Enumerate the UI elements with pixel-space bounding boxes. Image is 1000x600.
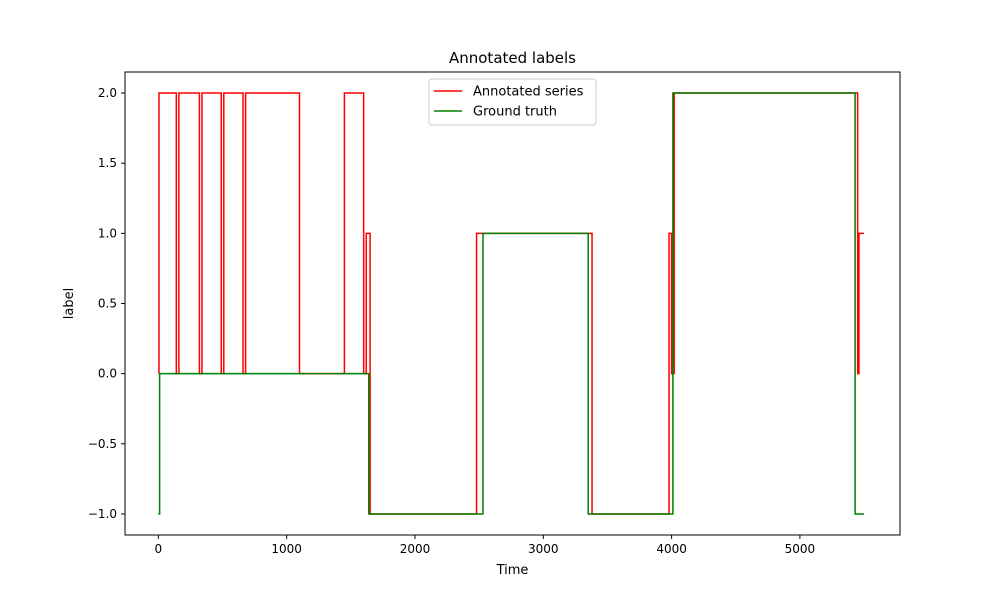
y-tick-label: 2.0 <box>98 86 117 100</box>
y-tick-label: 0.0 <box>98 367 117 381</box>
x-tick-label: 5000 <box>785 542 816 556</box>
legend-label-annotated-series: Annotated series <box>473 85 584 100</box>
x-tick-label: 4000 <box>656 542 687 556</box>
x-tick-label: 3000 <box>528 542 559 556</box>
chart-title: Annotated labels <box>449 49 576 67</box>
y-tick-label: −0.5 <box>88 437 117 451</box>
x-tick-label: 1000 <box>271 542 302 556</box>
legend-label-ground-truth: Ground truth <box>473 105 557 120</box>
series-line-ground-truth <box>158 92 865 515</box>
legend: Annotated series Ground truth <box>428 78 597 126</box>
x-axis-label: Time <box>496 563 529 578</box>
x-tick-label: 0 <box>155 542 163 556</box>
series-layer <box>158 92 865 515</box>
y-tick-label: −1.0 <box>88 507 117 521</box>
y-axis-ticks: −1.0 −0.5 0.0 0.5 1.0 1.5 2.0 <box>88 86 125 521</box>
y-axis-label: label <box>62 288 77 319</box>
legend-box <box>428 78 597 126</box>
y-tick-label: 1.0 <box>98 226 117 240</box>
x-axis-ticks: 0 1000 2000 3000 4000 5000 <box>155 535 816 556</box>
series-line-annotated-series <box>158 92 865 515</box>
x-tick-label: 2000 <box>400 542 431 556</box>
y-tick-label: 0.5 <box>98 297 117 311</box>
y-tick-label: 1.5 <box>98 156 117 170</box>
